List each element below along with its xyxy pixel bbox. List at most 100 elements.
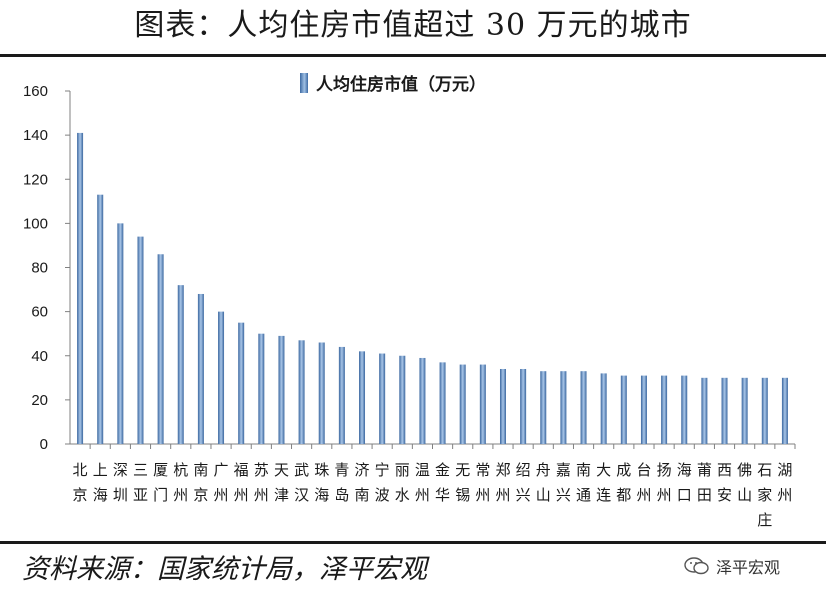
- y-tick-label: 0: [40, 436, 48, 453]
- x-tick-label: 水: [395, 486, 410, 504]
- x-tick-label: 上: [93, 461, 108, 479]
- bar: [318, 342, 325, 444]
- x-tick-label: 济: [355, 461, 370, 479]
- x-tick-label: 莆: [697, 461, 712, 479]
- bar: [459, 364, 466, 444]
- x-tick-label: 珠: [314, 461, 329, 479]
- watermark: 泽平宏观: [684, 554, 780, 578]
- x-tick-label: 州: [636, 486, 651, 504]
- x-tick-label: 舟: [536, 461, 551, 479]
- x-tick-label: 州: [475, 486, 490, 504]
- chart-title: 图表：人均住房市值超过 30 万元的城市: [134, 8, 692, 43]
- y-tick-label: 160: [23, 83, 48, 100]
- x-tick-label: 湖: [777, 461, 792, 479]
- x-tick-label: 通: [576, 486, 591, 504]
- x-tick-label: 兴: [556, 486, 571, 504]
- y-tick-label: 100: [23, 215, 48, 232]
- x-tick-label: 京: [193, 486, 208, 504]
- bar: [640, 375, 647, 444]
- bar: [520, 368, 527, 444]
- x-tick-label: 津: [274, 486, 289, 504]
- x-tick-label: 亚: [133, 486, 148, 504]
- bar: [580, 371, 587, 444]
- legend-label: 人均住房市值（万元）: [316, 75, 486, 95]
- bar: [278, 335, 285, 444]
- x-tick-label: 丽: [395, 461, 410, 479]
- bar: [197, 293, 204, 444]
- x-tick-label: 汉: [294, 486, 309, 504]
- x-tick-label: 广: [214, 461, 229, 479]
- x-tick-label: 州: [415, 486, 430, 504]
- x-tick-label: 西: [717, 461, 732, 479]
- y-tick-label: 20: [31, 392, 48, 409]
- x-tick-label: 金: [435, 461, 450, 479]
- bottom-divider: [0, 541, 826, 544]
- x-tick-label: 州: [234, 486, 249, 504]
- bar: [298, 340, 305, 444]
- bar: [399, 355, 406, 444]
- x-tick-label: 京: [73, 486, 88, 504]
- bar: [238, 322, 245, 444]
- bar: [439, 362, 446, 444]
- x-tick-label: 武: [294, 461, 309, 479]
- x-tick-label: 宁: [375, 461, 390, 479]
- x-tick-label: 北: [73, 461, 88, 479]
- top-divider: [0, 54, 826, 57]
- bar: [701, 377, 708, 444]
- x-tick-label: 岛: [334, 486, 349, 504]
- x-tick-label: 家: [757, 486, 772, 504]
- bar: [218, 311, 225, 444]
- x-tick-label: 山: [536, 486, 551, 504]
- bar: [117, 223, 124, 444]
- x-tick-label: 三: [133, 461, 148, 479]
- bar: [661, 375, 668, 444]
- bar: [600, 373, 607, 444]
- x-tick-label: 州: [495, 486, 510, 504]
- bar: [681, 375, 688, 444]
- x-tick-label: 大: [596, 461, 611, 479]
- bar: [620, 375, 627, 444]
- watermark-text: 泽平宏观: [716, 558, 781, 577]
- x-tick-label: 州: [173, 486, 188, 504]
- y-tick-label: 140: [23, 127, 48, 144]
- x-tick-label: 南: [355, 486, 370, 504]
- x-tick-label: 圳: [113, 486, 128, 504]
- x-tick-label: 华: [435, 486, 450, 504]
- x-tick-label: 嘉: [556, 461, 571, 479]
- bar: [761, 377, 768, 444]
- x-tick-label: 海: [93, 486, 108, 504]
- y-tick-label: 120: [23, 171, 48, 188]
- bar: [781, 377, 788, 444]
- x-tick-label: 温: [415, 461, 430, 479]
- x-tick-label: 口: [677, 486, 692, 504]
- x-tick-label: 锡: [455, 486, 470, 504]
- x-tick-label: 海: [677, 461, 692, 479]
- x-tick-label: 厦: [153, 461, 168, 479]
- bar: [137, 236, 144, 444]
- bar: [359, 351, 366, 444]
- x-tick-label: 扬: [657, 461, 672, 479]
- bar: [560, 371, 567, 444]
- x-tick-label: 门: [153, 486, 168, 504]
- x-tick-label: 石: [757, 461, 772, 479]
- x-tick-label: 州: [657, 486, 672, 504]
- source-note: 资料来源：国家统计局，泽平宏观: [22, 554, 427, 585]
- bar: [258, 333, 265, 444]
- wechat-icon: [684, 557, 709, 575]
- x-tick-label: 深: [113, 461, 128, 479]
- y-tick-label: 40: [31, 348, 48, 365]
- x-tick-label: 无: [455, 461, 470, 479]
- bar: [540, 371, 547, 444]
- x-tick-label: 台: [636, 461, 651, 479]
- x-tick-label: 海: [314, 486, 329, 504]
- legend-swatch: [300, 72, 308, 93]
- x-tick-label: 常: [475, 461, 490, 479]
- bar: [379, 353, 386, 444]
- x-tick-label: 苏: [254, 461, 269, 479]
- legend: 人均住房市值（万元）: [300, 70, 486, 95]
- x-tick-label: 州: [777, 486, 792, 504]
- x-tick-label: 都: [616, 486, 631, 504]
- bar: [97, 194, 104, 444]
- x-tick-label: 杭: [173, 461, 188, 479]
